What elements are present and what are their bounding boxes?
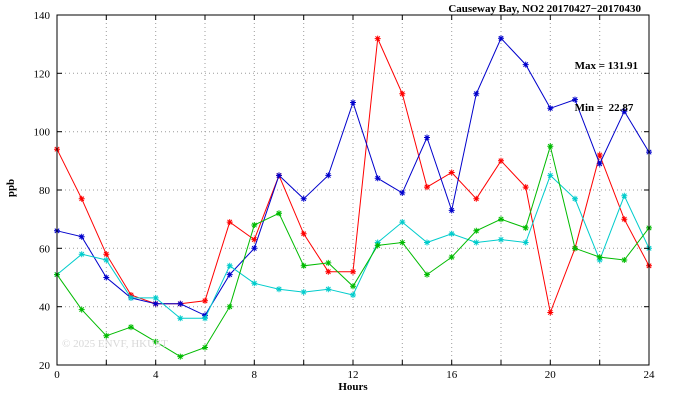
- y-tick-label: 120: [34, 68, 51, 80]
- watermark: © 2025 ENVF, HKUST: [62, 338, 168, 350]
- x-tick-label: 24: [644, 369, 656, 381]
- y-tick-label: 140: [34, 10, 51, 22]
- y-tick-label: 60: [39, 243, 51, 255]
- x-tick-label: 12: [348, 369, 359, 381]
- tick-marks: [56, 14, 650, 366]
- max-min-annotation: Max = 131.91 Min = 22.87: [575, 31, 638, 143]
- x-tick-label: 4: [153, 369, 159, 381]
- x-tick-label: 8: [252, 369, 258, 381]
- y-tick-label: 40: [39, 302, 51, 314]
- x-axis-label: Hours: [338, 381, 368, 393]
- max-value-label: Max = 131.91: [574, 60, 638, 72]
- x-tick-label: 20: [545, 369, 557, 381]
- grid: [57, 15, 649, 365]
- axis-tick-labels: 20 40 60 80 100 120 140 0 4 8 12 16 20 24: [34, 10, 656, 381]
- chart-title: Causeway Bay, NO2 20170427−20170430: [448, 3, 641, 15]
- y-tick-label: 100: [34, 127, 51, 139]
- y-axis-label: ppb: [5, 178, 18, 198]
- min-value-label: Min = 22.87: [574, 102, 634, 114]
- x-tick-label: 0: [54, 369, 60, 381]
- y-tick-label: 20: [39, 360, 51, 372]
- x-tick-label: 16: [446, 369, 458, 381]
- y-tick-label: 80: [39, 185, 51, 197]
